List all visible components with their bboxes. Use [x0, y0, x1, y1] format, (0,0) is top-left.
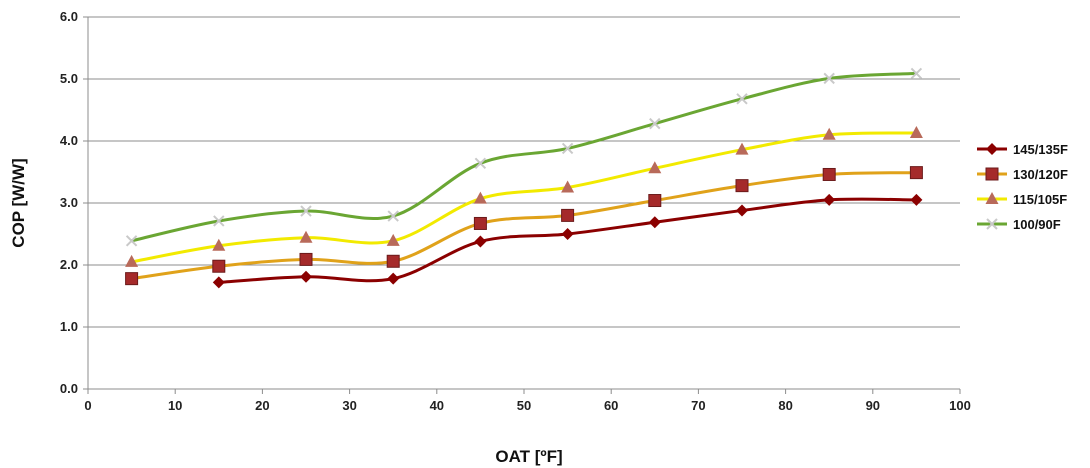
- legend-swatch-marker-1: [985, 167, 999, 181]
- legend-label-1: 130/120F: [1013, 167, 1068, 182]
- series-3-point-5: [561, 142, 574, 155]
- series-3-point-4: [474, 157, 487, 170]
- series-0: [212, 193, 923, 289]
- y-tick-labels: 0.0 1.0 2.0 3.0 4.0 5.0 6.0: [60, 9, 78, 396]
- legend-label-0: 145/135F: [1013, 142, 1068, 157]
- y-tick-label-2: 2.0: [60, 257, 78, 272]
- series-line-2: [130, 131, 918, 264]
- series-3-point-2: [300, 205, 312, 217]
- legend-swatch-marker-2: [985, 192, 999, 204]
- x-axis-title: OAT [ºF]: [495, 447, 562, 466]
- x-tick-label-0: 0: [84, 398, 91, 413]
- series-3-point-8: [823, 72, 835, 85]
- series-2: [125, 125, 923, 267]
- data-series: [125, 67, 923, 289]
- series-2-point-4: [473, 191, 487, 204]
- series-0-point-4: [561, 228, 574, 240]
- legend-item-0[interactable]: 145/135F: [977, 142, 1068, 157]
- series-2-point-3: [386, 233, 400, 246]
- series-0-point-0: [212, 276, 225, 289]
- x-tick-label-1: 10: [168, 398, 182, 413]
- y-tick-label-0: 0.0: [60, 381, 78, 396]
- y-axis-title: COP [W/W]: [9, 158, 28, 247]
- legend-swatch-marker-0: [986, 143, 998, 155]
- x-tick-label-7: 70: [691, 398, 705, 413]
- series-2-point-5: [561, 180, 575, 193]
- series-line-3: [130, 71, 918, 243]
- x-tick-label-2: 20: [255, 398, 269, 413]
- series-3-point-6: [649, 117, 661, 130]
- series-line-1: [130, 171, 918, 281]
- series-0-point-7: [823, 193, 836, 206]
- series-2-point-1: [212, 238, 226, 251]
- x-tick-label-3: 30: [342, 398, 356, 413]
- x-tick-label-5: 50: [517, 398, 531, 413]
- series-1-point-1: [212, 259, 226, 273]
- series-3-point-0: [125, 235, 138, 247]
- series-0-point-3: [474, 235, 487, 248]
- series-1-point-5: [561, 208, 575, 222]
- series-3: [125, 67, 923, 247]
- y-tick-label-6: 6.0: [60, 9, 78, 24]
- series-1-point-9: [909, 166, 923, 180]
- series-1-point-3: [386, 254, 400, 268]
- x-tick-label-8: 80: [778, 398, 792, 413]
- series-2-point-9: [909, 125, 923, 138]
- series-1: [125, 166, 923, 286]
- legend-item-3[interactable]: 100/90F: [977, 217, 1061, 232]
- series-2-point-8: [822, 127, 836, 140]
- series-0-point-8: [910, 193, 923, 206]
- x-tick-label-6: 60: [604, 398, 618, 413]
- series-2-point-0: [125, 254, 139, 267]
- series-0-point-2: [387, 272, 400, 285]
- series-2-point-6: [648, 161, 662, 174]
- series-2-point-2: [299, 230, 313, 243]
- legend-label-3: 100/90F: [1013, 217, 1061, 232]
- series-3-point-3: [387, 210, 399, 222]
- series-1-point-2: [299, 252, 313, 266]
- legend-item-2[interactable]: 115/105F: [977, 192, 1067, 207]
- series-2-point-7: [735, 142, 749, 155]
- series-3-point-9: [910, 67, 923, 80]
- x-tick-labels: 0 10 20 30 40 50 60 70 80 90 100: [84, 398, 970, 413]
- series-0-point-6: [736, 204, 748, 217]
- series-1-point-0: [125, 272, 139, 286]
- series-1-point-8: [822, 167, 836, 181]
- series-1-point-6: [648, 194, 662, 208]
- x-tick-label-9: 90: [866, 398, 880, 413]
- series-3-point-7: [736, 93, 748, 105]
- y-tick-label-5: 5.0: [60, 71, 78, 86]
- legend-item-1[interactable]: 130/120F: [977, 167, 1068, 182]
- y-tick-label-3: 3.0: [60, 195, 78, 210]
- axes: [83, 16, 961, 394]
- series-1-point-4: [473, 216, 487, 230]
- x-tick-label-10: 100: [949, 398, 971, 413]
- y-tick-label-1: 1.0: [60, 319, 78, 334]
- series-0-point-5: [648, 216, 661, 229]
- legend-swatch-marker-3: [986, 218, 998, 230]
- legend[interactable]: 145/135F 130/120F 115/105F 100/90F: [977, 142, 1068, 232]
- legend-label-2: 115/105F: [1013, 192, 1067, 207]
- series-1-point-7: [735, 179, 749, 193]
- x-tick-label-4: 40: [430, 398, 444, 413]
- y-tick-label-4: 4.0: [60, 133, 78, 148]
- series-0-point-1: [300, 270, 312, 283]
- series-3-point-1: [213, 215, 225, 227]
